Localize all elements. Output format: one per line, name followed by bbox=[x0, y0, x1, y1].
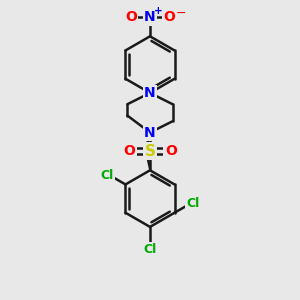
Text: N: N bbox=[144, 86, 156, 100]
Text: Cl: Cl bbox=[186, 197, 200, 210]
Text: O: O bbox=[163, 11, 175, 24]
Text: O: O bbox=[125, 11, 137, 24]
Text: N: N bbox=[144, 11, 156, 24]
Text: Cl: Cl bbox=[143, 243, 157, 256]
Text: O: O bbox=[165, 144, 177, 158]
Text: O: O bbox=[123, 144, 135, 158]
Text: Cl: Cl bbox=[100, 169, 114, 182]
Text: −: − bbox=[176, 7, 186, 20]
Text: +: + bbox=[154, 6, 163, 16]
Text: S: S bbox=[145, 144, 155, 159]
Text: N: N bbox=[144, 125, 156, 140]
